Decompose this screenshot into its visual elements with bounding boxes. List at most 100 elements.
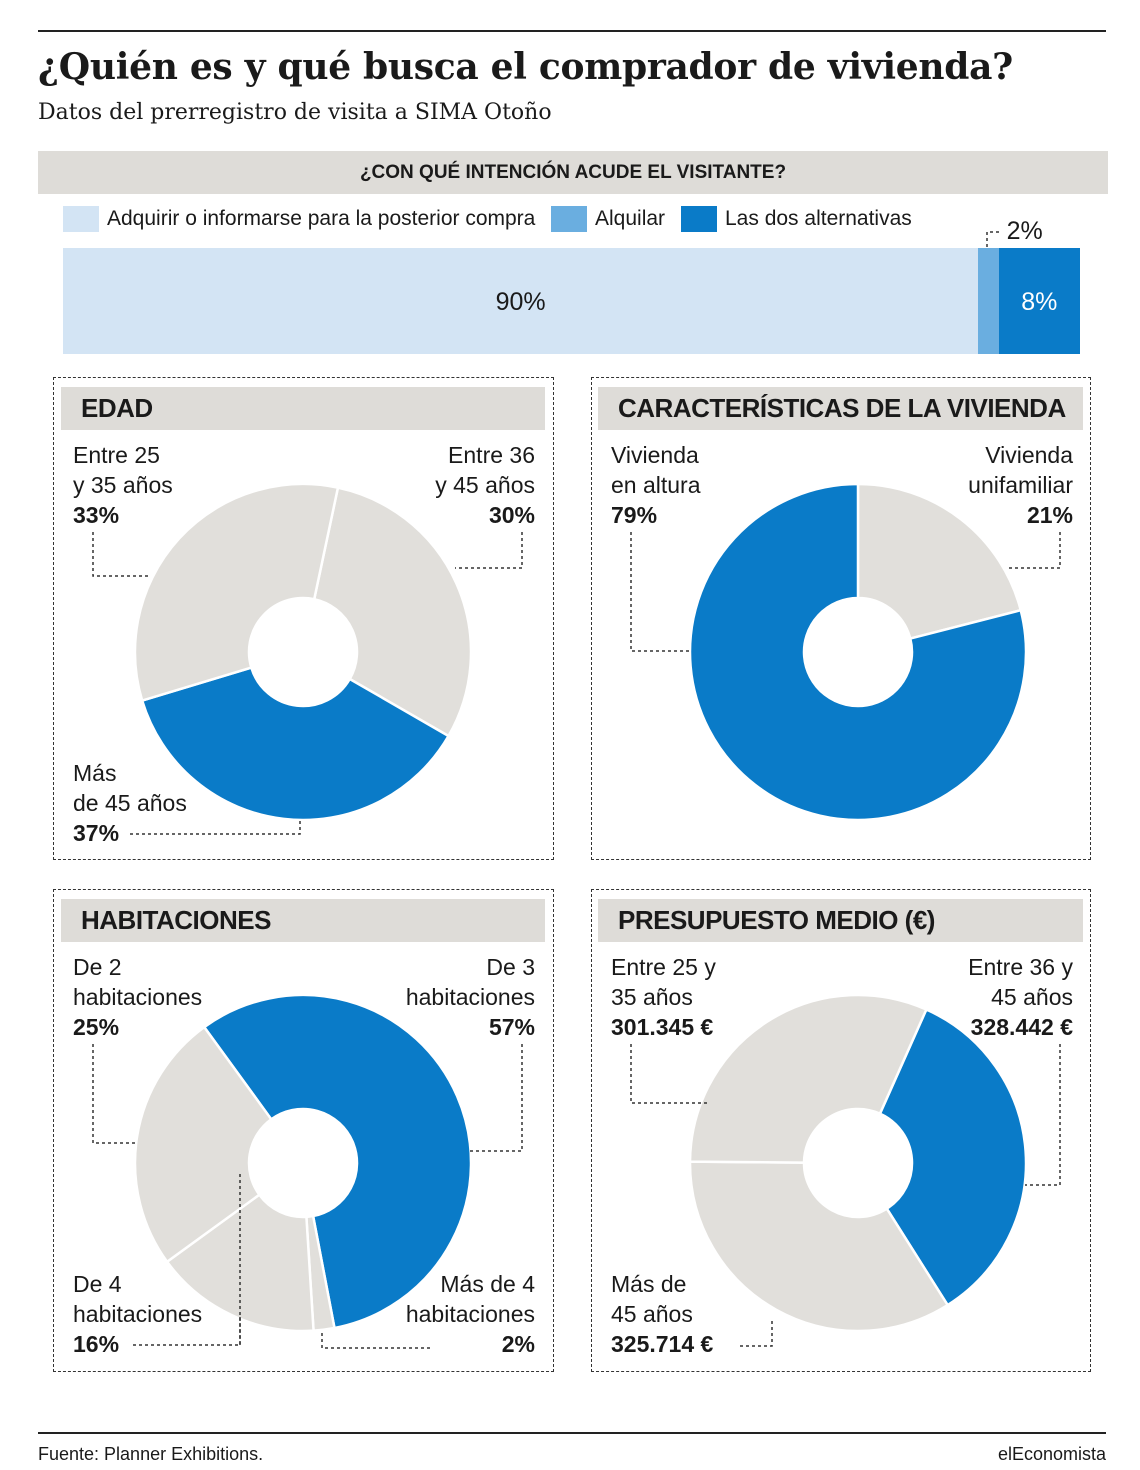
- pres-leader-25-35: [630, 1044, 710, 1104]
- legend-swatch-rent: [551, 206, 587, 232]
- pres-leader-36-45: [1025, 1044, 1061, 1186]
- edad-donut-slice-1: [140, 666, 451, 822]
- pres-label-25-35: Entre 25 y 35 años 301.345 €: [611, 952, 716, 1042]
- hab-label-3-line2: habitaciones: [405, 984, 535, 1010]
- edad-label-36-45-line1: Entre 36: [448, 442, 535, 468]
- vivienda-label-unifamiliar-line1: Vivienda: [985, 442, 1073, 468]
- edad-leader-25-35: [92, 532, 148, 577]
- hab-label-2: De 2 habitaciones 25%: [73, 952, 202, 1042]
- pres-label-36-45-line2: 45 años: [991, 984, 1073, 1010]
- hab-label-2-line2: habitaciones: [73, 984, 203, 1010]
- edad-value-25-35: 33%: [73, 502, 120, 528]
- hab-value-2: 25%: [73, 1014, 120, 1040]
- stack-label-buy: 90%: [495, 288, 546, 316]
- edad-label-25-35-line2: y 35 años: [73, 472, 173, 498]
- pres-donut-slice-2: [688, 993, 928, 1164]
- hab-value-3: 57%: [488, 1014, 535, 1040]
- presupuesto-title: PRESUPUESTO MEDIO (€): [598, 899, 1083, 942]
- legend-swatch-both: [681, 206, 717, 232]
- edad-donut-slice-2: [133, 482, 340, 703]
- vivienda-label-altura-line1: Vivienda: [611, 442, 699, 468]
- hab-donut-slice-0: [202, 993, 473, 1330]
- hab-label-4-line1: De 4: [73, 1271, 122, 1297]
- hab-label-4plus-line2: habitaciones: [405, 1301, 535, 1327]
- vivienda-donut-slice-0: [856, 482, 1023, 641]
- brand-name: elEconomista: [997, 1444, 1106, 1464]
- panel-edad: [53, 377, 554, 860]
- vivienda-leader-altura: [630, 532, 690, 652]
- hab-donut-slice-2: [165, 1192, 315, 1333]
- edad-label-45plus: Más de 45 años 37%: [73, 758, 187, 848]
- intent-chart-title: ¿CON QUÉ INTENCIÓN ACUDE EL VISITANTE?: [38, 151, 1108, 194]
- habitaciones-title: HABITACIONES: [61, 899, 545, 942]
- stack-label-rent: 2%: [1006, 217, 1043, 245]
- edad-label-45plus-line2: de 45 años: [73, 790, 187, 816]
- hab-label-4plus-line1: Más de 4: [440, 1271, 535, 1297]
- hab-label-3-line1: De 3: [486, 954, 535, 980]
- pres-label-25-35-line1: Entre 25 y: [611, 954, 716, 980]
- pres-label-36-45-line1: Entre 36 y: [968, 954, 1073, 980]
- hab-donut-slice-3: [133, 1025, 274, 1264]
- vivienda-value-altura: 79%: [611, 502, 658, 528]
- panel-vivienda: [591, 377, 1091, 860]
- edad-value-45plus: 37%: [73, 820, 120, 846]
- edad-label-36-45: Entre 36 y 45 años 30%: [435, 440, 535, 530]
- source-note: Fuente: Planner Exhibitions.: [38, 1444, 264, 1464]
- pres-donut-slice-1: [688, 1160, 950, 1333]
- panel-habitaciones: [53, 889, 554, 1372]
- hab-label-4plus: Más de 4 habitaciones 2%: [406, 1269, 535, 1359]
- legend-swatch-buy: [63, 206, 99, 232]
- pres-label-45plus: Más de 45 años 325.714 €: [611, 1269, 713, 1359]
- top-rule: [38, 30, 1106, 32]
- edad-leader-45plus: [130, 818, 301, 835]
- pres-value-36-45: 328.442 €: [970, 1014, 1073, 1040]
- stack-label-both: 8%: [1021, 288, 1058, 316]
- legend-label-buy: Adquirir o informarse para la posterior …: [107, 207, 536, 230]
- pres-value-25-35: 301.345 €: [611, 1014, 714, 1040]
- hab-value-4plus: 2%: [501, 1331, 535, 1357]
- hab-leader-2: [92, 1044, 137, 1144]
- edad-label-25-35: Entre 25 y 35 años 33%: [73, 440, 173, 530]
- pres-value-45plus: 325.714 €: [611, 1331, 714, 1357]
- pres-label-45plus-line1: Más de: [611, 1271, 687, 1297]
- vivienda-label-altura: Vivienda en altura 79%: [611, 440, 701, 530]
- edad-label-45plus-line1: Más: [73, 760, 117, 786]
- legend-item-rent: Alquilar: [551, 205, 665, 233]
- stack-segment-buy: [63, 248, 979, 354]
- hab-leader-3: [470, 1044, 523, 1152]
- hab-leader-4: [133, 1315, 241, 1346]
- hab-label-4-line2: habitaciones: [73, 1301, 203, 1327]
- vivienda-label-unifamiliar-line2: unifamiliar: [968, 472, 1073, 498]
- edad-title: EDAD: [61, 387, 545, 430]
- edad-label-36-45-line2: y 45 años: [435, 472, 535, 498]
- pres-leader-45plus: [740, 1320, 773, 1347]
- hab-label-3: De 3 habitaciones 57%: [406, 952, 535, 1042]
- legend-item-both: Las dos alternativas: [681, 205, 912, 233]
- panel-presupuesto: [591, 889, 1091, 1372]
- vivienda-leader-unifamiliar: [1008, 532, 1061, 569]
- edad-label-25-35-line1: Entre 25: [73, 442, 160, 468]
- pres-label-45plus-line2: 45 años: [611, 1301, 693, 1327]
- page-title: ¿Quién es y qué busca el comprador de vi…: [38, 46, 1013, 88]
- edad-value-36-45: 30%: [488, 502, 535, 528]
- hab-label-4: De 4 habitaciones 16%: [73, 1269, 202, 1359]
- legend-label-rent: Alquilar: [595, 207, 666, 230]
- pres-label-25-35-line2: 35 años: [611, 984, 693, 1010]
- hab-label-2-line1: De 2: [73, 954, 122, 980]
- hab-leader-4plus: [321, 1330, 430, 1349]
- stack-segment-both: [998, 248, 1080, 354]
- legend-item-buy: Adquirir o informarse para la posterior …: [63, 205, 535, 233]
- page-subtitle: Datos del prerregistro de visita a SIMA …: [38, 100, 552, 125]
- legend-label-both: Las dos alternativas: [725, 207, 912, 230]
- bottom-rule: [38, 1432, 1106, 1434]
- pres-label-36-45: Entre 36 y 45 años 328.442 €: [968, 952, 1073, 1042]
- stack-segment-rent: [978, 248, 999, 354]
- edad-donut-slice-0: [312, 486, 473, 738]
- stack-leader-rent: [986, 231, 1000, 247]
- vivienda-value-unifamiliar: 21%: [1026, 502, 1073, 528]
- pres-donut-slice-0: [878, 1007, 1028, 1307]
- vivienda-label-unifamiliar: Vivienda unifamiliar 21%: [968, 440, 1073, 530]
- hab-value-4: 16%: [73, 1331, 120, 1357]
- vivienda-label-altura-line2: en altura: [611, 472, 701, 498]
